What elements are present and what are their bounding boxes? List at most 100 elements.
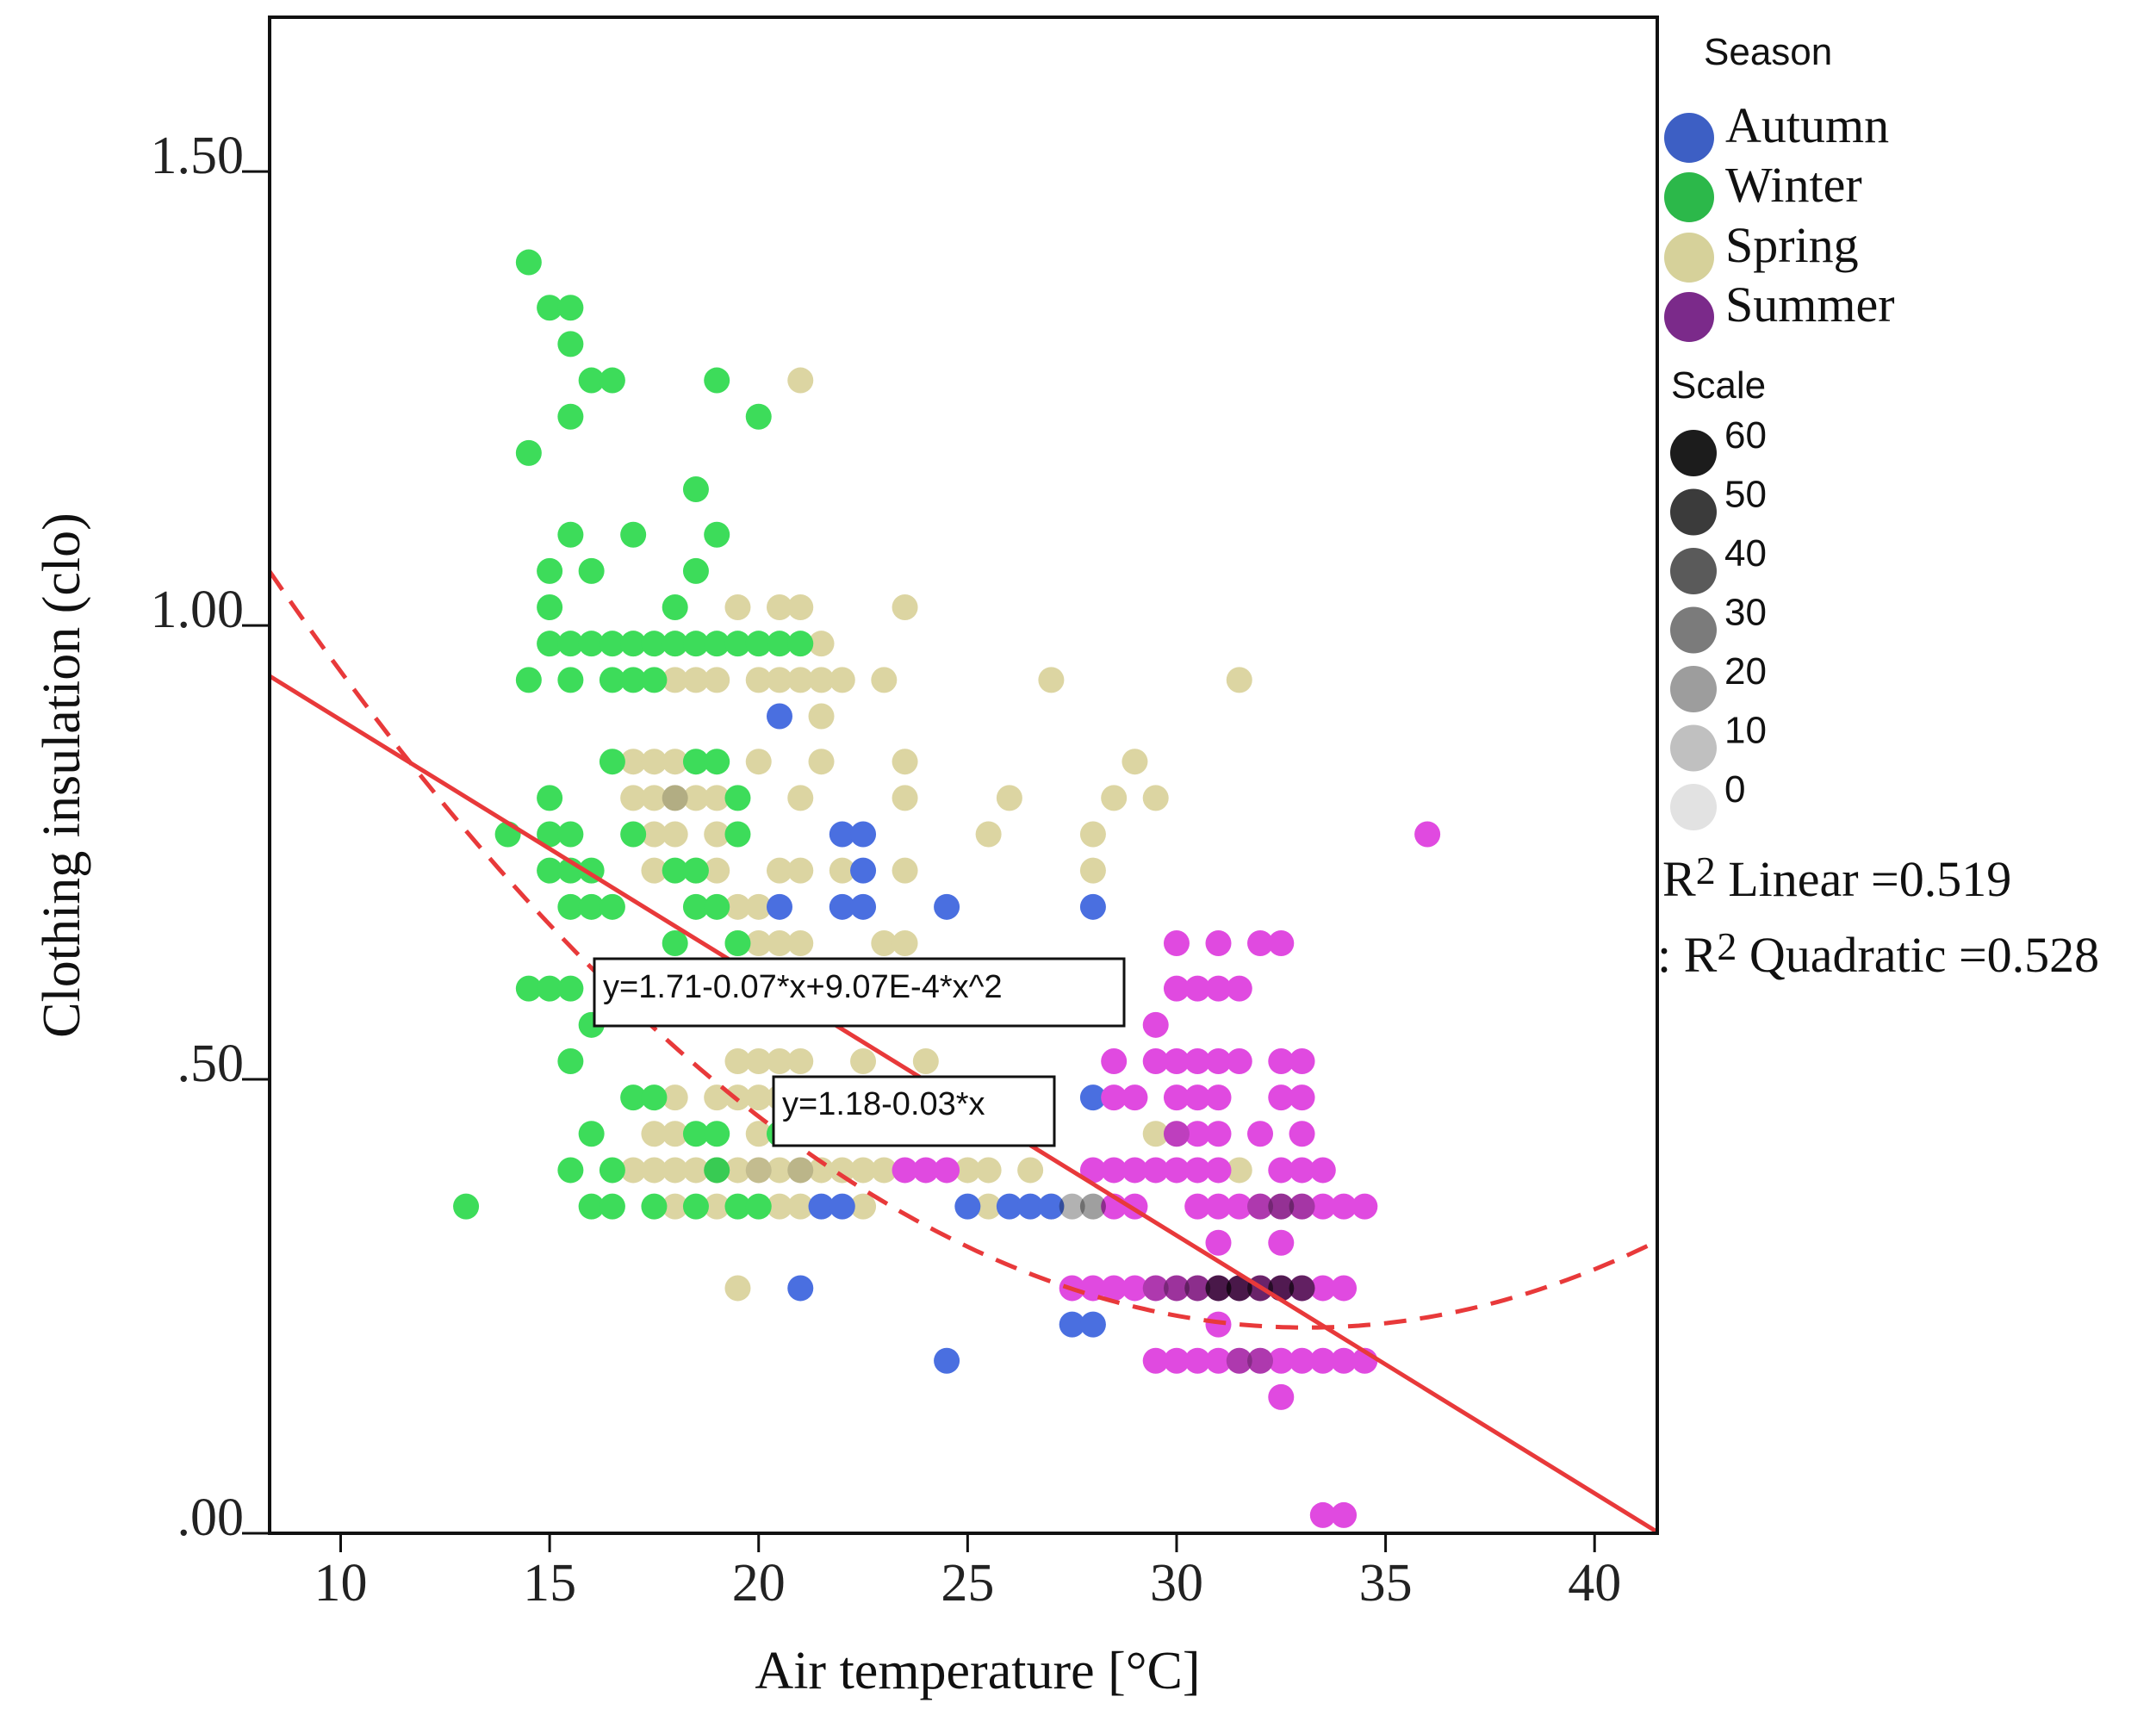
- data-point-spring: [662, 1084, 688, 1111]
- legend-title: Season: [1704, 31, 1832, 73]
- data-point-summer: [1205, 1229, 1232, 1256]
- data-point-spring: [892, 857, 918, 884]
- data-point-summer: [1121, 1275, 1148, 1302]
- data-point-summer: [1309, 1157, 1336, 1184]
- scale-swatch: [1670, 606, 1717, 654]
- legend-item-autumn: Autumn: [1664, 97, 1889, 163]
- data-point-summer: [1205, 1157, 1232, 1184]
- data-point-summer: [1079, 1275, 1106, 1302]
- scale-label: 40: [1724, 532, 1767, 575]
- data-point-spring: [1038, 667, 1065, 693]
- data-point-winter: [704, 521, 730, 548]
- y-axis-ticks: .00 .50 1.00 1.50: [151, 127, 270, 1547]
- data-point-spring: [808, 667, 835, 693]
- data-point-summer: [1268, 1084, 1295, 1111]
- data-point-autumn: [996, 1193, 1022, 1220]
- y-tick-label: 1.00: [151, 581, 245, 639]
- data-point-autumn: [808, 1193, 835, 1220]
- data-point-autumn: [850, 893, 877, 920]
- scale-swatch: [1670, 488, 1717, 536]
- scale-legend-title: Scale: [1671, 364, 1766, 407]
- data-point-summer: [1309, 1275, 1336, 1302]
- data-point-spring: [745, 1157, 772, 1184]
- data-point-summer: [1205, 975, 1232, 1002]
- data-point-winter: [537, 594, 563, 621]
- data-point-summer: [1163, 1157, 1190, 1184]
- data-point-spring: [641, 1121, 668, 1147]
- legend-swatch-autumn: [1664, 113, 1714, 163]
- data-point-spring: [766, 667, 792, 693]
- data-point-spring: [787, 594, 814, 621]
- data-point-winter: [537, 821, 563, 848]
- scale-swatch: [1670, 666, 1717, 712]
- data-point-spring: [704, 785, 730, 811]
- data-point-overlap: [662, 785, 688, 811]
- data-point-summer: [1163, 1347, 1190, 1374]
- data-point-autumn: [850, 821, 877, 848]
- data-point-summer: [1142, 1011, 1169, 1038]
- data-point-autumn: [766, 893, 792, 920]
- data-point-winter: [682, 1121, 709, 1147]
- data-point-winter: [620, 1084, 647, 1111]
- data-point-winter: [557, 667, 584, 693]
- data-point-spring: [892, 749, 918, 775]
- data-point-summer: [1309, 1501, 1336, 1528]
- data-point-winter: [578, 631, 605, 657]
- data-point-autumn: [934, 893, 960, 920]
- data-point-overlap: [1247, 1347, 1274, 1374]
- data-point-summer: [1184, 1047, 1211, 1074]
- data-points: [453, 249, 1441, 1528]
- data-point-summer: [1205, 929, 1232, 956]
- data-point-summer: [1205, 1121, 1232, 1147]
- data-point-summer: [1289, 1121, 1315, 1147]
- data-point-winter: [682, 557, 709, 584]
- data-point-summer: [1289, 1157, 1315, 1184]
- data-point-spring: [724, 893, 751, 920]
- data-point-autumn: [1079, 893, 1106, 920]
- data-point-winter: [620, 821, 647, 848]
- data-point-summer: [1268, 929, 1295, 956]
- data-point-summer: [1163, 1121, 1190, 1147]
- data-point-winter: [641, 631, 668, 657]
- data-point-winter: [557, 821, 584, 848]
- data-point-summer: [934, 1157, 960, 1184]
- data-point-summer: [1268, 1229, 1295, 1256]
- data-point-spring: [829, 1157, 855, 1184]
- data-point-winter: [557, 1047, 584, 1074]
- data-point-winter: [787, 631, 814, 657]
- data-point-summer: [1289, 1347, 1315, 1374]
- data-point-spring: [954, 1157, 981, 1184]
- data-point-spring: [1017, 1157, 1044, 1184]
- legend: Season Autumn Winter Spring Summer Scale…: [1657, 31, 2099, 983]
- data-point-winter: [620, 521, 647, 548]
- data-point-summer: [1289, 1193, 1315, 1220]
- data-point-overlap: [1142, 1275, 1169, 1302]
- data-point-spring: [745, 1047, 772, 1074]
- data-point-winter: [641, 1084, 668, 1111]
- data-point-winter: [724, 631, 751, 657]
- data-point-summer: [1226, 1047, 1252, 1074]
- x-tick-label: 30: [1150, 1554, 1203, 1613]
- data-point-spring: [787, 1193, 814, 1220]
- data-point-spring: [1226, 667, 1252, 693]
- data-point-summer: [1184, 1157, 1211, 1184]
- data-point-winter: [662, 594, 688, 621]
- data-point-winter: [599, 1193, 625, 1220]
- data-point-spring: [975, 1193, 1002, 1220]
- data-point-summer: [1101, 1047, 1128, 1074]
- data-point-spring: [704, 1193, 730, 1220]
- data-point-summer: [1268, 1047, 1295, 1074]
- r2-quadratic-sup: 2: [1717, 924, 1737, 968]
- data-point-spring: [662, 1193, 688, 1220]
- data-point-spring: [766, 929, 792, 956]
- data-point-spring: [787, 929, 814, 956]
- legend-swatch-summer: [1664, 292, 1714, 342]
- data-point-overlap: [1079, 1193, 1106, 1220]
- x-axis-title: Air temperature [°C]: [755, 1642, 1200, 1700]
- data-point-spring: [850, 1193, 877, 1220]
- r2-linear-prefix: R: [1662, 851, 1696, 907]
- data-point-spring: [641, 749, 668, 775]
- data-point-winter: [704, 1157, 730, 1184]
- data-point-spring: [808, 749, 835, 775]
